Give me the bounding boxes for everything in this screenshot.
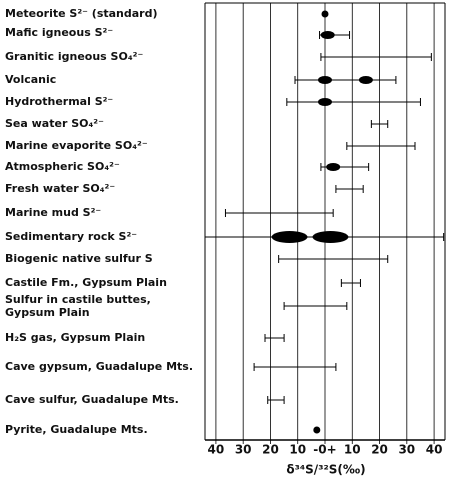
- category-label: Cave sulfur, Guadalupe Mts.: [5, 393, 179, 406]
- category-label: Biogenic native sulfur S: [5, 252, 153, 265]
- mode-ellipse: [358, 76, 373, 84]
- label-line: Gypsum Plain: [5, 306, 90, 319]
- category-label: Marine mud S²⁻: [5, 206, 101, 219]
- x-tick-label: 20: [371, 443, 388, 457]
- category-label: Granitic igneous SO₄²⁻: [5, 50, 143, 63]
- category-label: Mafic igneous S²⁻: [5, 26, 113, 39]
- mode-ellipse: [326, 163, 341, 171]
- label-line: Sulfur in castile buttes,: [5, 293, 151, 306]
- category-label: Castile Fm., Gypsum Plain: [5, 276, 167, 289]
- point: [321, 10, 329, 18]
- mode-ellipse: [318, 76, 332, 84]
- category-label: Volcanic: [5, 73, 56, 86]
- category-label: Atmospheric SO₄²⁻: [5, 160, 120, 173]
- x-tick-label: 30: [235, 443, 252, 457]
- category-label: Hydrothermal S²⁻: [5, 95, 113, 108]
- mode-ellipse: [318, 98, 332, 106]
- category-label: Sedimentary rock S²⁻: [5, 230, 137, 243]
- category-label: Cave gypsum, Guadalupe Mts.: [5, 360, 193, 373]
- category-label: H₂S gas, Gypsum Plain: [5, 331, 145, 344]
- x-tick-label: 10: [289, 443, 306, 457]
- x-tick-label: 40: [426, 443, 443, 457]
- category-label: Sea water SO₄²⁻: [5, 117, 104, 130]
- x-axis-label: δ³⁴S/³²S(‰): [286, 463, 365, 477]
- category-label: Sulfur in castile buttes, Gypsum Plain: [5, 293, 151, 319]
- mode-ellipse: [271, 231, 308, 243]
- category-label: Marine evaporite SO₄²⁻: [5, 139, 148, 152]
- category-label: Fresh water SO₄²⁻: [5, 182, 115, 195]
- x-tick-label: -0+: [313, 443, 336, 457]
- category-label: Pyrite, Guadalupe Mts.: [5, 423, 148, 436]
- x-tick-label: 10: [344, 443, 361, 457]
- x-tick-label: 30: [398, 443, 415, 457]
- mode-ellipse: [320, 31, 335, 39]
- mode-ellipse: [312, 231, 349, 243]
- x-tick-label: 40: [208, 443, 225, 457]
- x-tick-label: 20: [262, 443, 279, 457]
- category-label: Meteorite S²⁻ (standard): [5, 7, 158, 20]
- point: [313, 426, 321, 434]
